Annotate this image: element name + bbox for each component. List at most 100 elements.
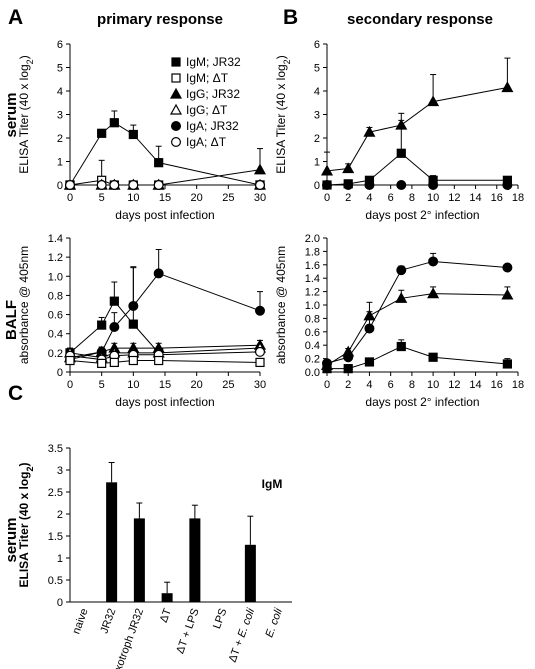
- b-serum-igm-jr32-series: [322, 119, 512, 190]
- panel-letter-a: A: [8, 6, 23, 29]
- b-balf-ytick-label: 1.8: [305, 246, 320, 258]
- a-balf-ytick-label: 0.4: [48, 329, 63, 341]
- a-balf-iga-jr32-point: [109, 322, 120, 333]
- b-serum-ytick-label: 2: [314, 133, 320, 145]
- b-balf-xtick-label: 4: [366, 379, 372, 391]
- b-serum-ytick-label: 5: [314, 63, 320, 75]
- b-balf-ytick-label: 2.0: [305, 233, 320, 245]
- b-balf-iga-jr32-series: [322, 252, 513, 369]
- b-balf-xtick-label: 0: [324, 379, 330, 391]
- a-balf-igm-jr32-point: [109, 296, 119, 306]
- b-balf-ytick-label: 0.4: [305, 340, 320, 352]
- a-balf-ytick-label: 1.0: [48, 271, 63, 283]
- b-balf-iga-jr32-point: [502, 262, 513, 273]
- b-balf-igg-jr32-line: [326, 293, 508, 366]
- b-serum-igg-jr32-point: [342, 162, 355, 174]
- b-serum-xtick-label: 18: [512, 192, 524, 204]
- legend-label-iga-jr32: IgA; JR32: [186, 119, 239, 133]
- c-serum-ytick-label: 1.5: [48, 531, 63, 543]
- a-balf-iga-jr32-line: [69, 272, 261, 361]
- a-balf-xtick-label: 30: [254, 379, 266, 391]
- legend-marker-igg-dt: [169, 103, 183, 115]
- a-serum-igm-jr32-point: [97, 128, 107, 138]
- chart-a-serum: 0 1 2 3 4 5 6 0 5 10 15 20 25 30 days post infection EL…: [17, 39, 266, 222]
- b-balf-xlabel: days post 2° infection: [365, 395, 479, 409]
- a-serum-xtick-label: 30: [254, 192, 266, 204]
- legend-label-igm-jr32: IgM; JR32: [186, 55, 241, 69]
- b-serum-xtick-label: 16: [491, 192, 503, 204]
- panel-letter-b: B: [283, 6, 298, 29]
- b-serum-igg-jr32-series: [320, 57, 514, 176]
- a-balf-xlabel: days post infection: [115, 395, 214, 409]
- legend-label-iga-dt: IgA; ΔT: [186, 135, 227, 149]
- b-serum-xlabel: days post 2° infection: [365, 208, 479, 222]
- b-balf-xtick-label: 12: [448, 379, 460, 391]
- a-serum-xtick-label: 10: [127, 192, 139, 204]
- a-serum-xtick-label: 25: [222, 192, 234, 204]
- a-balf-ytick-label: 0: [57, 367, 63, 379]
- legend-label-igg-dt: IgG; ΔT: [186, 103, 228, 117]
- b-serum-ytick-label: 0: [314, 180, 320, 192]
- b-serum-iga-jr32-series: [322, 180, 513, 191]
- a-balf-igg-jr32-line: [69, 344, 261, 359]
- chart-c-serum: 0 0.5 1 1.5 2 2.5 3 3.5 ELISA Titer (40 x log2) n…: [17, 443, 292, 669]
- b-balf-ytick-label: 0.0: [305, 367, 320, 379]
- b-balf-igm-jr32-point: [343, 364, 353, 374]
- a-serum-igg-jr32-point: [253, 163, 267, 175]
- b-balf-ytick-label: 0.6: [305, 327, 320, 339]
- b-serum-xtick-label: 4: [366, 192, 372, 204]
- c-serum-bar-dt: [161, 593, 173, 602]
- b-balf-iga-jr32-point: [364, 323, 375, 334]
- b-balf-ytick-label: 1.4: [305, 273, 320, 285]
- b-serum-iga-jr32-point: [322, 180, 333, 191]
- panel-title-a: primary response: [97, 11, 223, 28]
- b-serum-ytick-label: 3: [314, 110, 320, 122]
- b-balf-igm-jr32-point: [502, 359, 512, 369]
- legend-marker-iga-jr32: [171, 120, 182, 131]
- b-balf-xtick-label: 8: [409, 379, 415, 391]
- a-balf-igm-jr32-point: [97, 320, 107, 330]
- a-serum-igm-jr32-line: [69, 122, 261, 186]
- c-serum-ytick-label: 2.5: [48, 487, 63, 499]
- a-serum-xtick-label: 20: [191, 192, 203, 204]
- a-balf-ytick-label: 0.6: [48, 310, 63, 322]
- b-serum-igg-jr32-point: [427, 95, 440, 107]
- legend-marker-igm-dt: [171, 73, 181, 83]
- a-balf-igm-dt-point: [65, 355, 75, 366]
- panel-title-b: secondary response: [347, 11, 493, 28]
- a-balf-ytick-label: 0.2: [48, 348, 63, 360]
- a-serum-ytick-label: 0: [57, 180, 63, 192]
- row-label-serum-c: serum: [3, 517, 20, 562]
- a-balf-iga-jr32-series: [64, 248, 266, 365]
- c-serum-category-label: ΔT: [158, 607, 174, 625]
- a-balf-ytick-label: 1.2: [48, 252, 63, 264]
- a-balf-iga-jr32-point: [153, 268, 164, 279]
- c-serum-category-label: LPS: [211, 607, 229, 631]
- b-serum-xtick-label: 12: [448, 192, 460, 204]
- row-label-serum: serum: [3, 92, 20, 137]
- a-serum-iga-dt-point: [64, 180, 75, 191]
- a-balf-igm-dt-point: [128, 355, 138, 366]
- a-serum-iga-dt-series: [64, 180, 266, 191]
- a-serum-iga-dt-point: [153, 180, 164, 191]
- a-balf-iga-dt-line: [69, 351, 261, 361]
- b-balf-igm-jr32-point: [322, 364, 332, 374]
- c-serum-bar-dt-lps: [189, 518, 201, 602]
- b-balf-xtick-label: 6: [388, 379, 394, 391]
- b-serum-iga-jr32-point: [364, 180, 375, 191]
- a-serum-xlabel: days post infection: [115, 208, 214, 222]
- a-balf-xtick-label: 5: [99, 379, 105, 391]
- b-serum-igm-jr32-point: [396, 148, 406, 158]
- B_balf-ylabel: absorbance @ 405nm: [274, 246, 288, 364]
- b-balf-igm-jr32-point: [396, 341, 406, 352]
- B_serum-ylabel: ELISA Titer (40 x log2): [274, 55, 292, 173]
- b-balf-iga-jr32-line: [326, 260, 508, 364]
- A_balf-ylabel: absorbance @ 405nm: [17, 246, 31, 364]
- b-balf-ytick-label: 1.6: [305, 260, 320, 272]
- a-balf-ytick-label: 0.8: [48, 290, 63, 302]
- b-balf-igg-jr32-point: [427, 287, 440, 299]
- b-balf-xtick-label: 18: [512, 379, 524, 391]
- b-balf-igg-jr32-point: [395, 292, 408, 303]
- legend-label-igg-jr32: IgG; JR32: [186, 87, 240, 101]
